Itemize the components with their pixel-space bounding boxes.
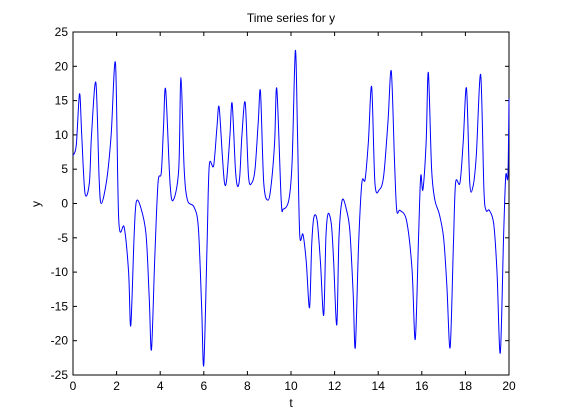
y-tick-label: 10 [55, 128, 69, 142]
y-tick-label: -10 [51, 265, 69, 279]
x-tick-label: 10 [284, 379, 298, 393]
x-tick-label: 4 [157, 379, 164, 393]
x-tick-label: 8 [244, 379, 251, 393]
x-tick-label: 2 [113, 379, 120, 393]
y-tick-label: 5 [61, 162, 68, 176]
y-tick-label: 0 [61, 197, 68, 211]
y-tick-label: 25 [55, 25, 69, 39]
x-tick-label: 12 [328, 379, 342, 393]
y-tick-label: -20 [51, 334, 69, 348]
x-tick-label: 14 [372, 379, 386, 393]
plot-area [73, 32, 509, 375]
x-tick-label: 0 [70, 379, 77, 393]
x-tick-label: 16 [415, 379, 429, 393]
chart-title: Time series for y [247, 11, 335, 25]
y-axis-label: y [29, 201, 43, 207]
y-tick-label: 15 [55, 94, 69, 108]
x-tick-label: 20 [502, 379, 516, 393]
x-tick-label: 18 [459, 379, 473, 393]
y-tick-label: -15 [51, 299, 69, 313]
y-tick-label: -25 [51, 368, 69, 382]
y-tick-label: -5 [57, 231, 68, 245]
y-tick-label: 20 [55, 59, 69, 73]
x-tick-label: 6 [200, 379, 207, 393]
